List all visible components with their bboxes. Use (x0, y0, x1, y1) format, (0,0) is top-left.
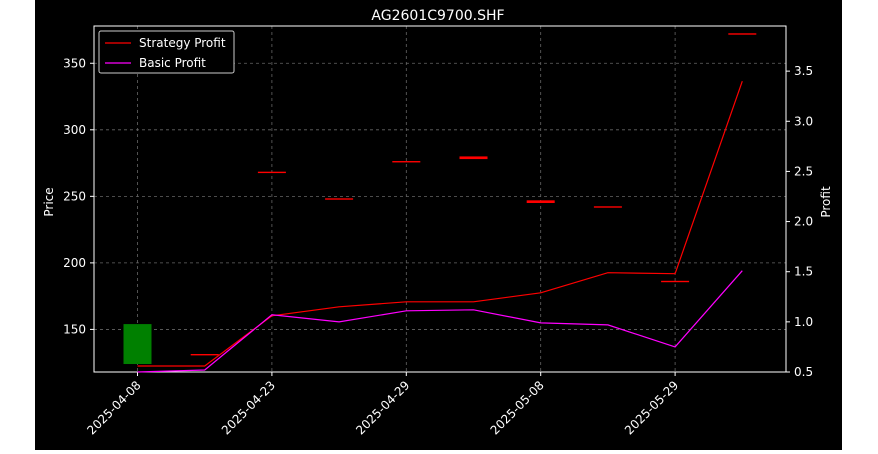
y-axis-right: 0.5 1.0 1.5 2.0 2.5 3.0 3.5 (786, 64, 813, 379)
chart-figure: AG2601C9700.SHF 2025-04-08 2025-04-23 2025… (35, 0, 842, 450)
y-axis-left-label: Price (42, 187, 56, 216)
x-tick-label: 2025-04-29 (353, 378, 412, 437)
candle (257, 171, 286, 174)
candle (526, 200, 555, 203)
x-tick-label: 2025-05-08 (488, 378, 547, 437)
y-right-tick-label: 1.5 (794, 265, 813, 279)
chart-title: AG2601C9700.SHF (371, 8, 504, 24)
candle (661, 280, 690, 283)
grid-lines (94, 26, 786, 372)
y-right-tick-label: 0.5 (794, 365, 813, 379)
candle (593, 206, 622, 208)
x-tick-label: 2025-04-08 (84, 378, 143, 437)
y-right-tick-label: 3.5 (794, 64, 813, 78)
profit-lines (137, 81, 743, 373)
candle (123, 324, 152, 365)
y-left-tick-label: 350 (63, 56, 86, 70)
y-right-tick-label: 3.0 (794, 114, 813, 128)
y-right-tick-label: 1.0 (794, 315, 813, 329)
y-axis-right-label: Profit (819, 186, 833, 218)
y-right-tick-label: 2.5 (794, 164, 813, 178)
x-tick-label: 2025-05-29 (622, 378, 681, 437)
legend-box (98, 30, 235, 74)
legend: Strategy Profit Basic Profit (98, 30, 235, 74)
plot-frame (93, 25, 787, 373)
candle (728, 33, 757, 35)
legend-label-strategy: Strategy Profit (139, 36, 226, 50)
y-right-tick-label: 2.0 (794, 215, 813, 229)
candle (190, 354, 219, 356)
strategy-profit-line (137, 81, 743, 367)
candle (459, 156, 488, 160)
y-left-tick-label: 250 (63, 189, 86, 203)
candle (392, 161, 421, 163)
y-left-tick-label: 300 (63, 123, 86, 137)
y-left-tick-label: 150 (63, 322, 86, 336)
chart-svg: AG2601C9700.SHF 2025-04-08 2025-04-23 2025… (42, 8, 833, 437)
y-left-tick-label: 200 (63, 256, 86, 270)
y-axis-left: 150 200 250 300 350 (63, 56, 94, 336)
basic-profit-line (137, 270, 743, 373)
candles (123, 33, 757, 365)
x-axis: 2025-04-08 2025-04-23 2025-04-29 2025-05-08… (84, 372, 681, 437)
x-tick-label: 2025-04-23 (219, 378, 278, 437)
candle (325, 198, 354, 200)
legend-label-basic: Basic Profit (139, 56, 206, 70)
